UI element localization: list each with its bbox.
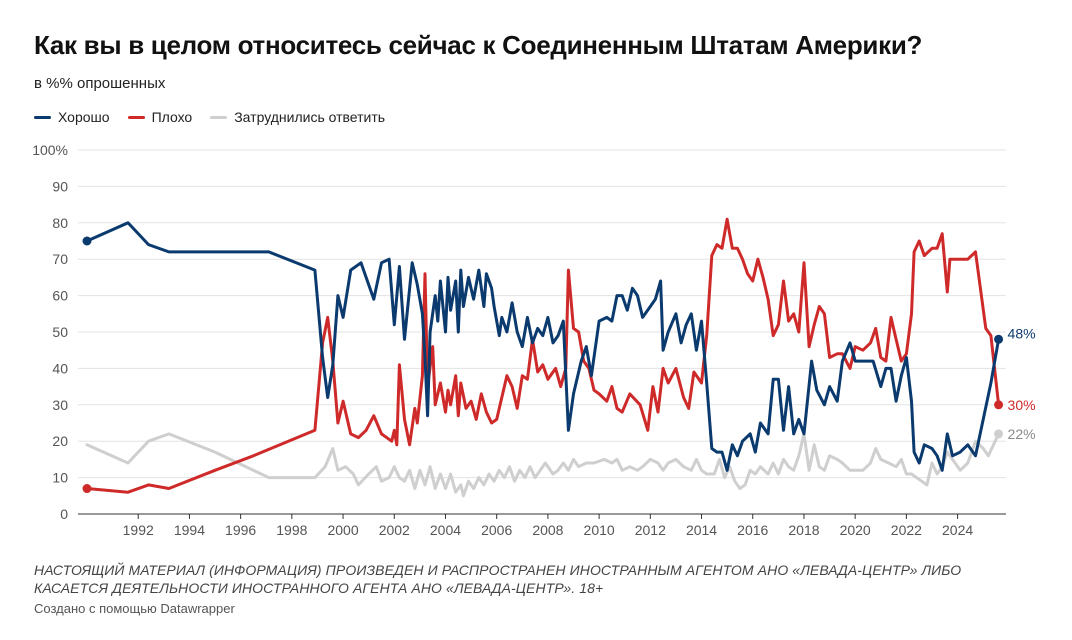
x-tick-label: 2010 bbox=[584, 522, 615, 538]
y-tick-label: 100% bbox=[32, 142, 68, 158]
grid-lines bbox=[78, 149, 1006, 515]
end-marker-unsure bbox=[994, 429, 1004, 439]
end-label-unsure: 22% bbox=[1008, 426, 1036, 442]
legend-item-unsure: Затруднились ответить bbox=[210, 109, 385, 125]
legend-label-unsure: Затруднились ответить bbox=[234, 109, 386, 125]
legend-swatch-bad bbox=[127, 115, 145, 119]
datawrapper-credit: Создано с помощью Datawrapper bbox=[34, 601, 235, 616]
x-tick-label: 2016 bbox=[737, 522, 768, 538]
legend-swatch-good bbox=[34, 115, 51, 119]
start-marker-good bbox=[82, 236, 92, 246]
x-tick-label: 2024 bbox=[942, 522, 973, 538]
y-axis-ticks: 0 10 20 30 40 50 60 70 80 90 100% bbox=[32, 142, 68, 522]
series-line-good bbox=[85, 221, 1001, 472]
series-line-bad bbox=[85, 217, 1001, 494]
x-tick-label: 2022 bbox=[891, 522, 922, 538]
x-tick-label: 2008 bbox=[532, 522, 563, 538]
legend-item-bad: Плохо bbox=[127, 109, 193, 125]
x-tick-label: 2012 bbox=[635, 522, 666, 538]
x-tick-label: 1996 bbox=[225, 522, 256, 538]
x-tick-label: 1994 bbox=[174, 522, 205, 538]
x-tick-label: 1992 bbox=[123, 522, 154, 538]
y-tick-label: 10 bbox=[52, 470, 68, 486]
y-tick-label: 0 bbox=[60, 506, 68, 522]
legend-label-bad: Плохо bbox=[151, 109, 193, 125]
x-tick-label: 1998 bbox=[276, 522, 307, 538]
legend-swatch-unsure bbox=[210, 115, 228, 119]
end-marker-good bbox=[994, 334, 1004, 344]
x-tick-label: 2002 bbox=[379, 522, 410, 538]
y-tick-label: 70 bbox=[52, 251, 68, 267]
legend-label-good: Хорошо bbox=[58, 109, 110, 125]
y-tick-label: 50 bbox=[52, 324, 68, 340]
x-tick-label: 2020 bbox=[840, 522, 871, 538]
y-tick-label: 80 bbox=[52, 215, 68, 231]
x-tick-label: 2014 bbox=[686, 522, 717, 538]
foreign-agent-note: НАСТОЯЩИЙ МАТЕРИАЛ (ИНФОРМАЦИЯ) ПРОИЗВЕД… bbox=[34, 562, 962, 596]
y-tick-label: 40 bbox=[52, 360, 68, 376]
legend-item-good: Хорошо bbox=[34, 109, 110, 125]
end-markers: 22% 30% 48% bbox=[82, 236, 1036, 494]
start-marker-bad bbox=[82, 484, 92, 494]
x-tick-label: 2018 bbox=[788, 522, 819, 538]
end-marker-bad bbox=[994, 400, 1004, 410]
x-tick-label: 2004 bbox=[430, 522, 461, 538]
y-tick-label: 90 bbox=[52, 178, 68, 194]
series-lines bbox=[85, 217, 1001, 498]
end-label-bad: 30% bbox=[1008, 397, 1036, 413]
series-line-unsure bbox=[85, 432, 1001, 498]
x-tick-label: 2000 bbox=[327, 522, 358, 538]
legend: Хорошо Плохо Затруднились ответить bbox=[34, 109, 385, 125]
y-tick-label: 20 bbox=[52, 433, 68, 449]
end-label-good: 48% bbox=[1008, 325, 1036, 341]
chart-title: Как вы в целом относитесь сейчас к Соеди… bbox=[34, 30, 923, 60]
chart-subtitle: в %% опрошенных bbox=[34, 75, 166, 92]
x-tick-label: 2006 bbox=[481, 522, 512, 538]
x-axis-ticks: 1992 1994 1996 1998 2000 2002 2004 2006 2008 2010… bbox=[123, 514, 973, 538]
y-tick-label: 60 bbox=[52, 288, 68, 304]
y-tick-label: 30 bbox=[52, 397, 68, 413]
